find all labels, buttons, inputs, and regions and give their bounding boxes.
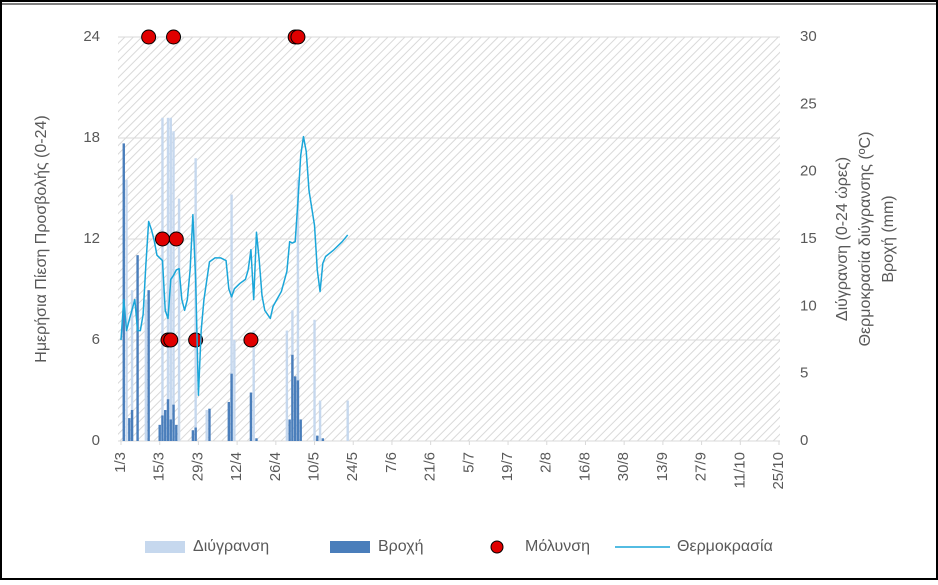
y2-tick-label: 5 — [800, 365, 808, 382]
y-tick-label: 6 — [92, 331, 100, 348]
bar — [147, 290, 150, 441]
bar — [299, 419, 302, 441]
y-tick-label: 0 — [92, 432, 100, 449]
bar — [316, 435, 319, 441]
bar — [166, 399, 170, 441]
x-tick-label: 12/4 — [228, 452, 245, 481]
line — [120, 135, 349, 396]
bar — [130, 290, 134, 441]
legend-label: Μόλυνση — [525, 538, 590, 555]
bar — [130, 410, 134, 441]
bar — [285, 330, 289, 441]
dot — [290, 29, 306, 45]
legend-swatch — [145, 541, 185, 553]
y-tick-label: 12 — [83, 230, 100, 247]
bar — [288, 419, 291, 441]
x-tick-label: 30/8 — [615, 452, 632, 481]
bar — [166, 117, 170, 442]
x-tick-label: 27/9 — [693, 452, 710, 481]
x-tick-label: 29/3 — [189, 452, 206, 481]
dot — [166, 29, 182, 45]
bar — [175, 424, 178, 441]
bar — [172, 404, 175, 441]
bar — [191, 430, 195, 441]
legend-swatch — [490, 540, 504, 554]
x-tick-label: 19/7 — [499, 452, 516, 481]
dot — [168, 231, 184, 247]
bar — [291, 354, 294, 441]
bar — [230, 194, 233, 441]
bar — [255, 438, 258, 441]
dot — [243, 332, 259, 348]
dot — [154, 231, 170, 247]
x-tick-label: 2/8 — [538, 452, 555, 473]
y2-tick-label: 20 — [800, 163, 817, 180]
bar — [125, 179, 128, 441]
x-tick-label: 7/6 — [383, 452, 400, 473]
bar — [122, 143, 125, 442]
y2-axis-title: Διύγρανση (0-24 ώρες) — [834, 157, 851, 321]
x-tick-label: 15/3 — [151, 452, 168, 481]
x-tick-label: 16/8 — [576, 452, 593, 481]
y-tick-label: 24 — [83, 28, 100, 45]
y2-tick-label: 25 — [800, 95, 817, 112]
dot — [188, 332, 204, 348]
bar — [158, 424, 161, 441]
x-tick-label: 10/5 — [305, 452, 322, 481]
bar — [313, 319, 316, 441]
bar — [318, 400, 322, 441]
bar — [293, 376, 297, 441]
x-tick-label: 24/5 — [344, 452, 361, 481]
x-tick-label: 1/3 — [112, 452, 129, 473]
bar — [164, 410, 167, 441]
legend-label: Διύγρανση — [193, 538, 269, 555]
bar — [161, 117, 164, 442]
bar — [161, 415, 164, 441]
dot — [141, 29, 157, 45]
bar — [136, 255, 139, 441]
x-tick-label: 5/7 — [460, 452, 477, 473]
legend-label: Θερμοκρασία — [677, 538, 773, 555]
y-tick-label: 18 — [83, 129, 100, 146]
x-tick-label: 25/10 — [770, 452, 787, 490]
bar — [172, 131, 175, 441]
bar — [233, 340, 236, 441]
bar — [252, 330, 255, 441]
bar — [230, 373, 233, 441]
y2-tick-label: 15 — [800, 230, 817, 247]
y2-tick-label: 30 — [800, 28, 817, 45]
x-tick-label: 26/4 — [267, 452, 284, 481]
bar — [296, 380, 300, 441]
legend-swatch — [330, 541, 370, 553]
x-tick-label: 13/9 — [654, 452, 671, 481]
bar — [177, 198, 181, 441]
dot — [163, 332, 179, 348]
bar — [169, 419, 172, 441]
y2-axis-title: Βροχή (mm) — [880, 195, 897, 282]
bar — [227, 401, 231, 441]
bar — [321, 438, 325, 441]
y2-tick-label: 0 — [800, 432, 808, 449]
x-tick-label: 11/10 — [731, 452, 748, 488]
y2-axis-title: Θερμοκρασία διύγρανσης (ºC) — [857, 132, 874, 347]
bar — [346, 400, 349, 441]
bar — [128, 418, 131, 441]
bar — [194, 427, 197, 441]
bar — [144, 299, 148, 441]
bar — [249, 392, 253, 441]
bar — [205, 410, 208, 441]
bar — [208, 408, 211, 441]
bar — [296, 179, 300, 441]
x-tick-label: 21/6 — [422, 452, 439, 481]
y2-tick-label: 10 — [800, 297, 817, 314]
legend-label: Βροχή — [378, 538, 424, 555]
y-axis-title: Ημερήσια Πίεση Προσβολής (0-24) — [33, 115, 50, 362]
